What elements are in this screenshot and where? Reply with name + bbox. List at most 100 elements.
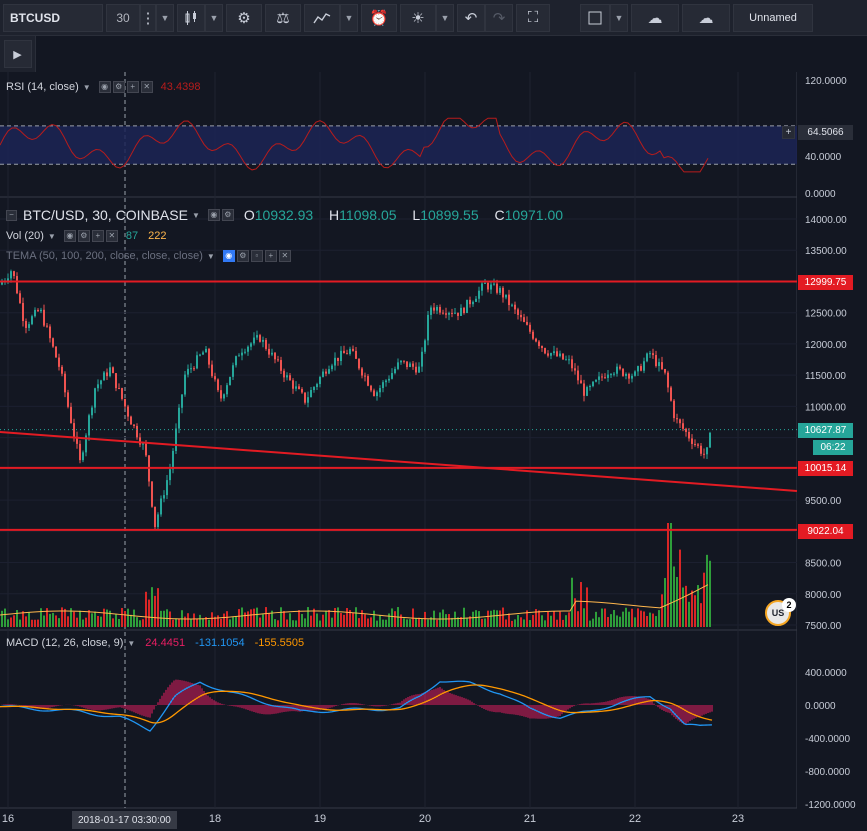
volume-bar bbox=[7, 619, 9, 627]
chart-type-caret-icon[interactable]: ▼ bbox=[205, 3, 223, 32]
plus-icon[interactable]: + bbox=[126, 81, 139, 93]
candle-body bbox=[514, 304, 516, 310]
chevron-down-icon[interactable]: ▼ bbox=[82, 82, 91, 92]
fullscreen-icon[interactable]: ⛶ bbox=[516, 3, 550, 32]
candle-body bbox=[550, 353, 552, 356]
plus-icon[interactable]: + bbox=[91, 230, 104, 242]
candle-body bbox=[286, 375, 288, 378]
bulb-icon[interactable]: ☀ bbox=[400, 3, 436, 32]
candle-body bbox=[352, 348, 354, 351]
volume-bar bbox=[82, 619, 84, 627]
level-tag-1[interactable]: 12999.75 bbox=[798, 275, 853, 290]
square-icon[interactable] bbox=[580, 3, 610, 32]
chevron-down-icon[interactable]: ▼ bbox=[127, 638, 136, 648]
volume-bar bbox=[535, 609, 537, 627]
layout-name-button[interactable]: Unnamed bbox=[733, 3, 813, 32]
countdown-tag: 06:22 bbox=[813, 440, 853, 455]
flag-icon[interactable]: US bbox=[765, 600, 791, 626]
macd-hist-value: 24.4451 bbox=[145, 637, 186, 649]
volume-bar bbox=[97, 616, 99, 627]
candle-body bbox=[355, 350, 357, 359]
play-icon[interactable]: ▶ bbox=[3, 40, 32, 68]
candle-body bbox=[181, 394, 183, 408]
chart-canvas[interactable]: 16 18 19 20 21 22 23 120.0000 40.0000 0.0000 14000… bbox=[0, 72, 867, 831]
candle-body bbox=[196, 355, 198, 369]
volume-bar bbox=[520, 617, 522, 627]
trend-line bbox=[0, 431, 798, 492]
eye-icon[interactable]: ◉ bbox=[207, 209, 220, 221]
volume-bar bbox=[307, 607, 309, 627]
cloud-up-icon[interactable]: ☁ bbox=[682, 3, 730, 32]
candle-body bbox=[463, 307, 465, 314]
volume-bar bbox=[478, 611, 480, 627]
interval-caret-icon[interactable]: ▼ bbox=[156, 3, 174, 32]
interval-button[interactable]: 30 bbox=[106, 3, 140, 32]
level-tag-3[interactable]: 9022.04 bbox=[798, 524, 853, 539]
level-tag-2[interactable]: 10015.14 bbox=[798, 461, 853, 476]
macd-axis-tick: -400.0000 bbox=[805, 734, 850, 745]
rsi-current-tag: 64.5066 bbox=[798, 125, 853, 140]
candle-body bbox=[58, 357, 60, 367]
volume-bar bbox=[91, 613, 93, 627]
volume-bar bbox=[136, 617, 138, 627]
eye-icon[interactable]: ◉ bbox=[98, 81, 111, 93]
cursor-time-label: 2018-01-17 03:30:00 bbox=[72, 811, 177, 829]
lock-icon[interactable]: ▫ bbox=[250, 250, 263, 262]
eye-icon[interactable]: ◉ bbox=[63, 230, 76, 242]
chevron-down-icon[interactable]: ▼ bbox=[191, 210, 200, 220]
candle-body bbox=[94, 388, 96, 408]
candle-body bbox=[298, 386, 300, 390]
volume-bar bbox=[289, 613, 291, 627]
volume-bar bbox=[214, 616, 216, 627]
volume-bar bbox=[346, 608, 348, 627]
close-value: 10971.00 bbox=[504, 207, 564, 223]
settings-icon[interactable]: ⚙ bbox=[77, 230, 90, 242]
candle-body bbox=[451, 312, 453, 314]
collapse-icon[interactable]: − bbox=[6, 209, 17, 221]
candle-body bbox=[100, 380, 102, 385]
volume-bar bbox=[25, 616, 27, 627]
close-icon[interactable]: ✕ bbox=[105, 230, 118, 242]
volume-bar bbox=[421, 619, 423, 627]
volume-bar bbox=[358, 618, 360, 627]
settings-icon[interactable]: ⚙ bbox=[221, 209, 234, 221]
candle-body bbox=[40, 309, 42, 312]
candle-body bbox=[469, 299, 471, 305]
candle-body bbox=[124, 398, 126, 407]
volume-bar bbox=[460, 617, 462, 627]
candle-body bbox=[82, 452, 84, 461]
symbol-search-button[interactable]: BTCUSD bbox=[3, 3, 103, 32]
cloud-down-icon[interactable]: ☁ bbox=[631, 3, 679, 32]
settings-icon[interactable]: ⚙ bbox=[112, 81, 125, 93]
candle-body bbox=[133, 424, 135, 426]
close-icon[interactable]: ✕ bbox=[140, 81, 153, 93]
alarm-add-icon[interactable]: ⏰ bbox=[361, 3, 397, 32]
volume-bar bbox=[568, 612, 570, 627]
indicators-caret-icon[interactable]: ▼ bbox=[340, 3, 358, 32]
volume-label: Vol (20) bbox=[6, 230, 44, 242]
candles-icon[interactable] bbox=[177, 3, 205, 32]
volume-bar bbox=[493, 609, 495, 627]
candle-body bbox=[628, 373, 630, 379]
gear-icon[interactable]: ⚙ bbox=[226, 3, 262, 32]
bulb-caret-icon[interactable]: ▼ bbox=[436, 3, 454, 32]
more-vert-icon[interactable]: ⋮ bbox=[140, 3, 156, 32]
indicators-icon[interactable] bbox=[304, 3, 340, 32]
volume-bar bbox=[64, 608, 66, 627]
volume-bar bbox=[592, 618, 594, 627]
candle-body bbox=[268, 348, 270, 355]
time-tick-label: 20 bbox=[419, 813, 431, 825]
chevron-down-icon[interactable]: ▼ bbox=[206, 251, 215, 261]
candle-body bbox=[16, 276, 18, 294]
close-icon[interactable]: ✕ bbox=[278, 250, 291, 262]
undo-icon[interactable]: ↶ bbox=[457, 3, 485, 32]
plus-icon[interactable]: + bbox=[782, 126, 795, 139]
plus-icon[interactable]: + bbox=[264, 250, 277, 262]
volume-bar bbox=[46, 608, 48, 627]
eye-icon[interactable]: ◉ bbox=[222, 250, 235, 262]
scales-icon[interactable]: ⚖ bbox=[265, 3, 301, 32]
square-caret-icon[interactable]: ▼ bbox=[610, 3, 628, 32]
chevron-down-icon[interactable]: ▼ bbox=[47, 231, 56, 241]
settings-icon[interactable]: ⚙ bbox=[236, 250, 249, 262]
redo-icon[interactable]: ↷ bbox=[485, 3, 513, 32]
